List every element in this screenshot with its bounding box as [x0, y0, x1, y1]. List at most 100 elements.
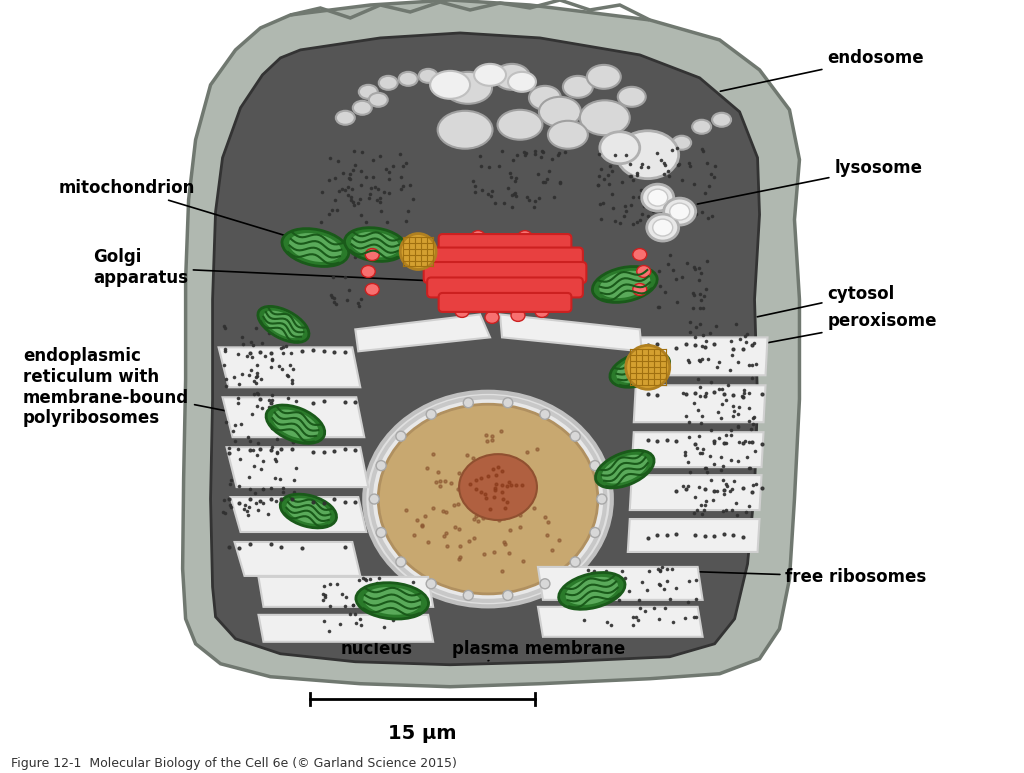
Ellipse shape — [529, 86, 561, 110]
Ellipse shape — [366, 249, 379, 261]
Ellipse shape — [396, 431, 406, 441]
Ellipse shape — [362, 586, 422, 616]
Ellipse shape — [590, 461, 600, 471]
Ellipse shape — [564, 576, 620, 606]
Ellipse shape — [610, 352, 670, 387]
Polygon shape — [222, 397, 365, 438]
Ellipse shape — [601, 454, 649, 485]
Ellipse shape — [597, 494, 607, 504]
Ellipse shape — [511, 309, 525, 322]
Polygon shape — [628, 519, 760, 552]
Polygon shape — [632, 432, 764, 467]
Ellipse shape — [400, 233, 436, 270]
Ellipse shape — [459, 455, 537, 520]
Ellipse shape — [336, 111, 354, 124]
Polygon shape — [500, 315, 642, 352]
Ellipse shape — [266, 405, 325, 444]
Polygon shape — [634, 385, 766, 422]
Ellipse shape — [271, 408, 319, 440]
Ellipse shape — [647, 214, 679, 241]
Polygon shape — [538, 567, 702, 600]
Ellipse shape — [369, 93, 388, 107]
Text: endosome: endosome — [720, 49, 924, 91]
Ellipse shape — [262, 310, 304, 339]
Ellipse shape — [664, 198, 695, 225]
Ellipse shape — [474, 64, 506, 86]
Text: Figure 12-1  Molecular Biology of the Cell 6e (© Garland Science 2015): Figure 12-1 Molecular Biology of the Cel… — [11, 757, 457, 770]
Ellipse shape — [365, 392, 611, 606]
FancyBboxPatch shape — [438, 234, 571, 253]
Text: mitochondrion: mitochondrion — [58, 179, 296, 239]
Text: endoplasmic
reticulum with
membrane-bound
polyribosomes: endoplasmic reticulum with membrane-boun… — [23, 347, 256, 427]
Ellipse shape — [494, 64, 530, 90]
Ellipse shape — [590, 527, 600, 537]
Ellipse shape — [376, 527, 386, 537]
FancyBboxPatch shape — [424, 262, 587, 283]
Ellipse shape — [518, 230, 531, 243]
Polygon shape — [355, 315, 490, 352]
Ellipse shape — [626, 346, 670, 390]
Ellipse shape — [596, 451, 654, 488]
Ellipse shape — [712, 113, 731, 127]
Ellipse shape — [540, 579, 550, 589]
Ellipse shape — [670, 203, 690, 220]
Ellipse shape — [548, 121, 588, 148]
Ellipse shape — [419, 69, 437, 83]
Ellipse shape — [652, 219, 673, 236]
Ellipse shape — [361, 265, 375, 278]
Ellipse shape — [344, 228, 406, 261]
Polygon shape — [258, 615, 433, 642]
Text: plasma membrane: plasma membrane — [453, 640, 626, 661]
Ellipse shape — [642, 184, 674, 211]
Ellipse shape — [503, 591, 513, 601]
Ellipse shape — [592, 267, 657, 302]
Polygon shape — [636, 337, 768, 376]
Ellipse shape — [445, 236, 459, 247]
Ellipse shape — [539, 97, 581, 127]
Ellipse shape — [463, 398, 473, 407]
FancyBboxPatch shape — [427, 278, 583, 298]
Text: free ribosomes: free ribosomes — [675, 568, 927, 586]
Ellipse shape — [637, 265, 650, 278]
Ellipse shape — [366, 284, 379, 295]
Ellipse shape — [258, 306, 309, 342]
Ellipse shape — [633, 284, 647, 295]
Ellipse shape — [350, 230, 400, 258]
Ellipse shape — [426, 410, 436, 419]
Ellipse shape — [455, 305, 469, 318]
Text: lysosome: lysosome — [697, 158, 923, 204]
Text: peroxisome: peroxisome — [654, 312, 937, 364]
Ellipse shape — [570, 557, 581, 567]
Ellipse shape — [559, 573, 625, 609]
Polygon shape — [234, 542, 360, 576]
Ellipse shape — [615, 355, 665, 384]
Ellipse shape — [563, 76, 593, 98]
Ellipse shape — [398, 72, 418, 86]
Ellipse shape — [463, 591, 473, 601]
Ellipse shape — [570, 431, 581, 441]
Ellipse shape — [633, 249, 647, 261]
Ellipse shape — [288, 232, 343, 263]
Ellipse shape — [371, 397, 605, 601]
Ellipse shape — [282, 229, 349, 267]
FancyBboxPatch shape — [427, 247, 583, 267]
Ellipse shape — [587, 65, 621, 89]
Ellipse shape — [535, 305, 549, 318]
Ellipse shape — [426, 579, 436, 589]
Ellipse shape — [508, 72, 536, 92]
Ellipse shape — [353, 100, 372, 114]
Ellipse shape — [471, 230, 485, 243]
Ellipse shape — [648, 189, 668, 206]
Ellipse shape — [437, 111, 493, 148]
Ellipse shape — [378, 404, 598, 594]
Polygon shape — [218, 347, 360, 387]
Ellipse shape — [485, 312, 499, 323]
Polygon shape — [226, 447, 369, 487]
Polygon shape — [211, 33, 760, 665]
Polygon shape — [538, 607, 702, 637]
Ellipse shape — [444, 72, 493, 104]
Ellipse shape — [396, 557, 406, 567]
Ellipse shape — [356, 583, 429, 619]
Ellipse shape — [379, 76, 397, 90]
Polygon shape — [258, 577, 433, 607]
